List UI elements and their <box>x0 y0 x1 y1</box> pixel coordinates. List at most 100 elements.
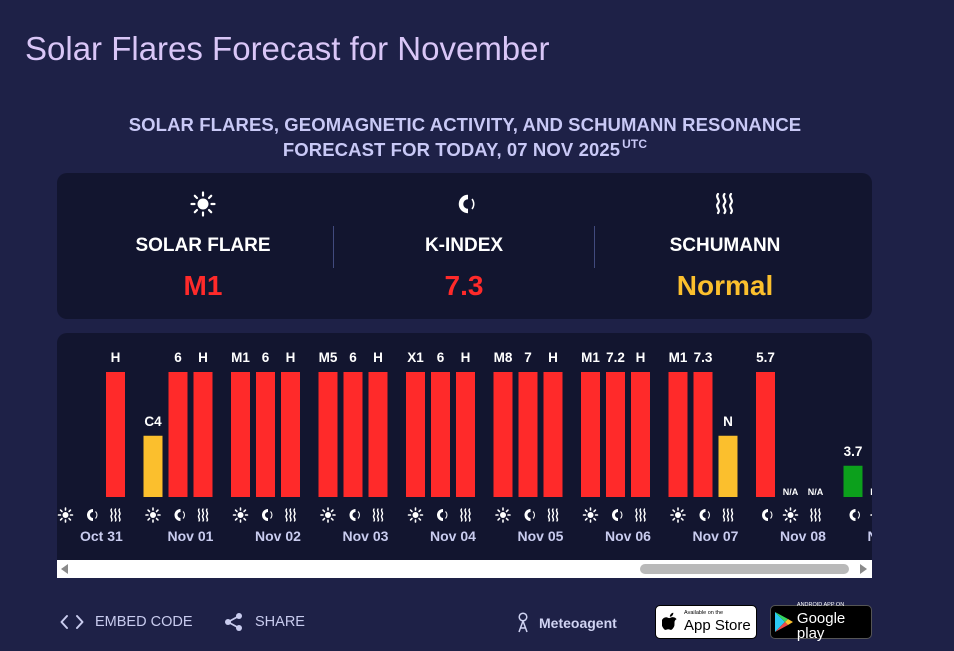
chart-bar[interactable] <box>106 372 125 497</box>
date-label: Nov 03 <box>343 528 389 544</box>
schumann-label: SCHUMANN <box>669 235 781 256</box>
bar-value-label: H <box>373 350 383 365</box>
bar-value-label: 6 <box>174 350 182 365</box>
chart-scrollbar[interactable] <box>57 560 872 578</box>
solar-flare-summary: SOLAR FLARE M1 <box>67 173 339 319</box>
chart-bar[interactable] <box>456 372 475 497</box>
scroll-right-arrow[interactable] <box>860 564 867 574</box>
bar-value-label: N/A <box>783 487 799 497</box>
waves-icon <box>460 508 471 522</box>
bar-value-label: N/A <box>808 487 824 497</box>
sun-icon <box>232 507 249 523</box>
chart-bar[interactable] <box>231 372 250 497</box>
bar-value-label: H <box>198 350 208 365</box>
sun-icon <box>670 507 686 523</box>
sun-icon <box>320 507 336 523</box>
app-store-big-text: App Store <box>684 617 751 635</box>
chart-bar[interactable] <box>668 372 688 497</box>
chart-bar[interactable] <box>143 435 163 497</box>
magnet-icon <box>87 509 98 521</box>
chart-bar[interactable] <box>606 372 625 497</box>
share-icon <box>224 612 244 632</box>
google-play-button[interactable]: ANDROID APP ON Google play <box>770 603 872 641</box>
chart-bar[interactable] <box>493 372 513 497</box>
forecast-heading-line1: SOLAR FLARES, GEOMAGNETIC ACTIVITY, AND … <box>128 114 802 135</box>
chart-bar[interactable] <box>518 372 538 497</box>
sun-icon <box>407 507 424 523</box>
date-label: Nov 08 <box>780 528 826 544</box>
waves-icon <box>722 508 734 522</box>
bar-value-label: 6 <box>262 350 270 365</box>
share-button[interactable]: SHARE <box>224 612 305 632</box>
meteoagent-link[interactable]: Meteoagent <box>515 612 617 634</box>
chart-bar[interactable] <box>693 372 713 497</box>
bar-value-label: 7.3 <box>694 350 713 365</box>
date-label: Oct 31 <box>80 528 123 544</box>
bar-value-label: M1 <box>669 350 688 365</box>
bar-value-label: N/A <box>870 487 872 497</box>
chart-bar[interactable] <box>756 372 775 497</box>
bar-value-label: M1 <box>581 350 600 365</box>
chart-bar[interactable] <box>318 372 338 497</box>
forecast-heading-line2: FORECAST FOR TODAY, 07 NOV 2025 <box>282 139 621 160</box>
k-index-label: K-INDEX <box>424 235 504 256</box>
bar-value-label: H <box>548 350 558 365</box>
google-play-small-text: ANDROID APP ON <box>796 602 845 609</box>
sun-icon <box>67 189 339 219</box>
bar-value-label: M1 <box>231 350 250 365</box>
solar-flare-label: SOLAR FLARE <box>135 235 271 256</box>
chart-bar[interactable] <box>581 372 600 497</box>
waves-icon <box>197 508 209 522</box>
date-label: Nov 05 <box>518 528 564 544</box>
chart-bar[interactable] <box>343 372 363 497</box>
today-summary-panel: SOLAR FLARE M1 K-INDEX 7.3 SCHUMANN Norm… <box>57 173 872 319</box>
sun-icon <box>782 507 799 523</box>
magnet-icon <box>174 509 185 521</box>
chart-bar[interactable] <box>406 372 425 497</box>
scroll-left-arrow[interactable] <box>61 564 68 574</box>
chart-bar[interactable] <box>543 372 563 497</box>
chart-bar[interactable] <box>718 435 738 497</box>
embed-code-button[interactable]: EMBED CODE <box>60 612 193 632</box>
chart-bar[interactable] <box>843 465 863 497</box>
forecast-chart[interactable]: H Oct 31 C4 6 H Nov 01 M1 6 H Nov 02 M5 6 H Nov 03 X1 6… <box>57 333 872 561</box>
bar-value-label: C4 <box>144 414 162 429</box>
magnet-icon <box>849 509 860 521</box>
waves-icon <box>285 508 296 522</box>
app-store-small-text: Available on the <box>684 609 724 616</box>
apple-icon <box>656 612 684 632</box>
app-store-button[interactable]: Available on the App Store <box>655 605 757 639</box>
date-label: Nov 07 <box>693 528 739 544</box>
chart-bar[interactable] <box>281 372 300 497</box>
schumann-summary: SCHUMANN Normal <box>589 173 861 319</box>
bar-value-label: 5.7 <box>756 350 775 365</box>
scroll-thumb[interactable] <box>640 564 849 574</box>
waves-icon <box>547 508 559 522</box>
bar-value-label: M8 <box>494 350 513 365</box>
embed-code-label: EMBED CODE <box>95 614 193 630</box>
chart-bar[interactable] <box>368 372 388 497</box>
bar-value-label: 7.2 <box>606 350 625 365</box>
sun-icon <box>870 514 872 516</box>
waves-icon <box>810 508 821 522</box>
date-label: Nov 06 <box>605 528 651 544</box>
chart-bar[interactable] <box>193 372 213 497</box>
chart-bar[interactable] <box>256 372 275 497</box>
bar-value-label: 6 <box>349 350 357 365</box>
meteoagent-label: Meteoagent <box>539 615 617 631</box>
page-title: Solar Flares Forecast for November <box>25 30 550 67</box>
chart-bar[interactable] <box>431 372 450 497</box>
bar-value-label: M5 <box>319 350 338 365</box>
sun-icon <box>582 507 599 523</box>
k-index-value: 7.3 <box>444 270 484 301</box>
google-play-text: ANDROID APP ON Google play <box>797 603 871 641</box>
waves-icon <box>110 508 121 522</box>
bar-value-label: X1 <box>407 350 424 365</box>
bar-value-label: H <box>111 350 121 365</box>
magnet-icon <box>349 509 360 521</box>
chart-bar[interactable] <box>631 372 650 497</box>
magnet-icon <box>437 509 448 521</box>
magnet-icon <box>612 509 623 521</box>
meteoagent-logo-icon <box>515 612 531 634</box>
chart-bar[interactable] <box>168 372 188 497</box>
